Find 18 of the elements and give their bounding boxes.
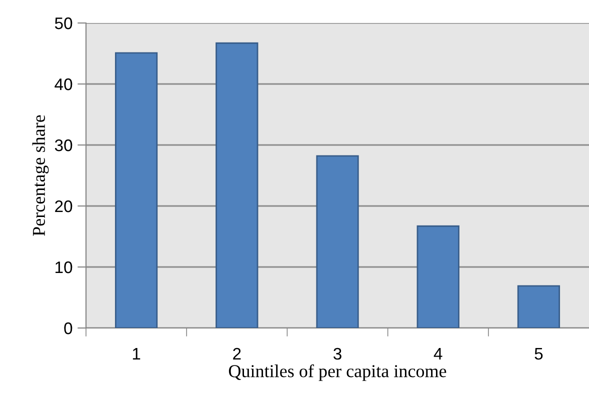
x-axis-title: Quintiles of per capita income — [228, 364, 446, 381]
y-tick-label: 30 — [54, 139, 72, 152]
y-tick-label: 0 — [64, 322, 72, 334]
bar — [114, 52, 158, 328]
x-tick-label: 2 — [233, 348, 241, 360]
bar — [316, 155, 359, 328]
x-tick-label: 3 — [334, 348, 342, 360]
y-tick-label: 50 — [54, 17, 72, 30]
y-axis-title: Percentage share — [32, 115, 49, 236]
bar — [216, 42, 258, 328]
y-tick-label: 10 — [56, 261, 72, 274]
y-tick-label: 40 — [54, 78, 72, 90]
x-tick-label: 5 — [534, 348, 543, 360]
x-tick-label: 4 — [434, 348, 442, 360]
x-tick-label: 1 — [132, 348, 140, 360]
y-tick-label: 20 — [55, 200, 72, 212]
bar — [416, 225, 460, 328]
bar — [517, 285, 560, 328]
